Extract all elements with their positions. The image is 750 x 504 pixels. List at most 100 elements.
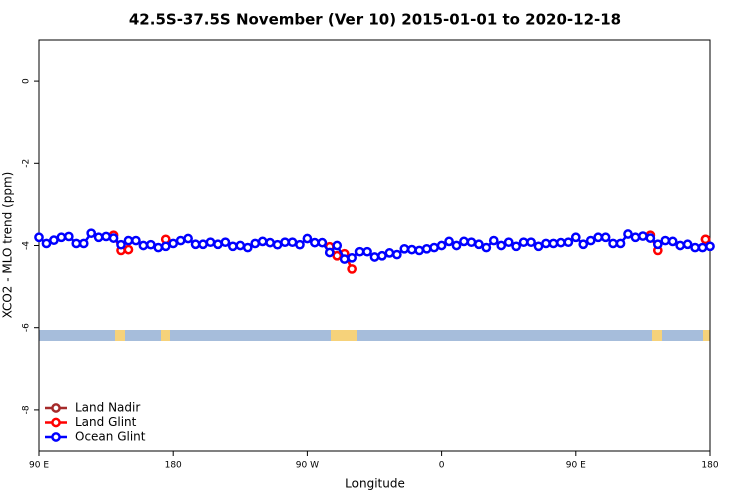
point: [34, 232, 44, 243]
point: [705, 241, 715, 252]
point: [131, 235, 141, 246]
point: [518, 237, 529, 248]
band-patch: [703, 330, 710, 341]
point: [205, 237, 216, 248]
legend-marker: [51, 432, 61, 442]
x-axis-label: Longitude: [345, 477, 405, 491]
point: [295, 239, 305, 250]
point: [145, 239, 156, 250]
point: [175, 235, 186, 246]
point: [541, 238, 551, 249]
point: [414, 245, 425, 256]
legend-marker: [51, 417, 61, 428]
point: [600, 232, 611, 243]
point: [310, 237, 320, 248]
x-tick-label: 90 W: [296, 461, 319, 471]
point: [354, 246, 365, 257]
point: [123, 235, 134, 246]
point: [682, 239, 693, 250]
point: [675, 240, 686, 251]
point: [585, 235, 596, 246]
point: [339, 254, 350, 264]
chart-title: 42.5S-37.5S November (Ver 10) 2015-01-01…: [129, 11, 621, 29]
point: [645, 233, 656, 243]
point: [332, 250, 343, 261]
point: [377, 250, 387, 261]
point: [250, 238, 261, 249]
point: [638, 231, 648, 241]
point: [697, 242, 708, 253]
legend-label: Ocean Glint: [75, 430, 146, 444]
point: [183, 233, 193, 244]
band-patch: [331, 330, 357, 341]
point: [190, 239, 201, 250]
point: [533, 241, 544, 252]
point: [280, 237, 290, 248]
point: [630, 232, 641, 243]
point: [272, 239, 283, 250]
point: [302, 233, 313, 244]
point: [466, 237, 477, 248]
point: [257, 236, 268, 247]
point: [227, 241, 238, 252]
x-tick-label: 90 E: [566, 461, 586, 471]
point: [474, 239, 484, 250]
point: [563, 237, 574, 248]
point: [347, 252, 357, 263]
point: [399, 243, 410, 254]
point: [690, 242, 700, 253]
point: [153, 242, 164, 253]
legend-marker: [51, 403, 61, 413]
point: [608, 238, 618, 249]
point: [459, 236, 469, 247]
point: [444, 236, 454, 247]
point: [168, 238, 179, 249]
point: [652, 239, 663, 250]
point: [101, 231, 111, 242]
y-tick-label: -8: [22, 405, 32, 414]
point: [347, 264, 357, 274]
y-tick-label: -6: [22, 323, 32, 332]
legend-label: Land Nadir: [75, 401, 140, 415]
point: [265, 237, 275, 248]
point: [41, 238, 52, 249]
point: [488, 235, 499, 246]
point: [615, 238, 626, 249]
x-tick-label: 180: [165, 461, 182, 471]
point: [429, 242, 439, 253]
band-patch: [115, 330, 125, 341]
point: [406, 244, 417, 255]
x-tick-label: 90 E: [29, 461, 49, 471]
point: [287, 237, 298, 248]
point: [548, 238, 559, 249]
point: [160, 241, 171, 252]
point: [511, 241, 522, 252]
point: [78, 238, 89, 249]
surface-band: [39, 330, 710, 341]
y-tick-label: -4: [22, 241, 32, 250]
point: [503, 237, 514, 248]
point: [700, 234, 711, 245]
y-tick-label: -2: [22, 159, 32, 168]
point: [63, 231, 74, 242]
point: [593, 232, 604, 243]
point: [660, 235, 671, 246]
legend-label: Land Glint: [75, 415, 137, 429]
y-axis-label: XCO2 - MLO trend (ppm): [1, 172, 15, 319]
point: [317, 237, 328, 248]
y-tick-label: 0: [22, 78, 32, 84]
point: [623, 229, 633, 239]
point: [116, 239, 126, 250]
point: [49, 235, 59, 246]
point: [332, 240, 343, 251]
point: [242, 242, 253, 253]
point: [86, 228, 97, 239]
point: [220, 237, 231, 248]
point: [138, 240, 149, 251]
point: [392, 249, 402, 260]
point: [556, 237, 566, 248]
point: [213, 239, 223, 250]
point: [496, 240, 507, 251]
band: [39, 330, 710, 341]
